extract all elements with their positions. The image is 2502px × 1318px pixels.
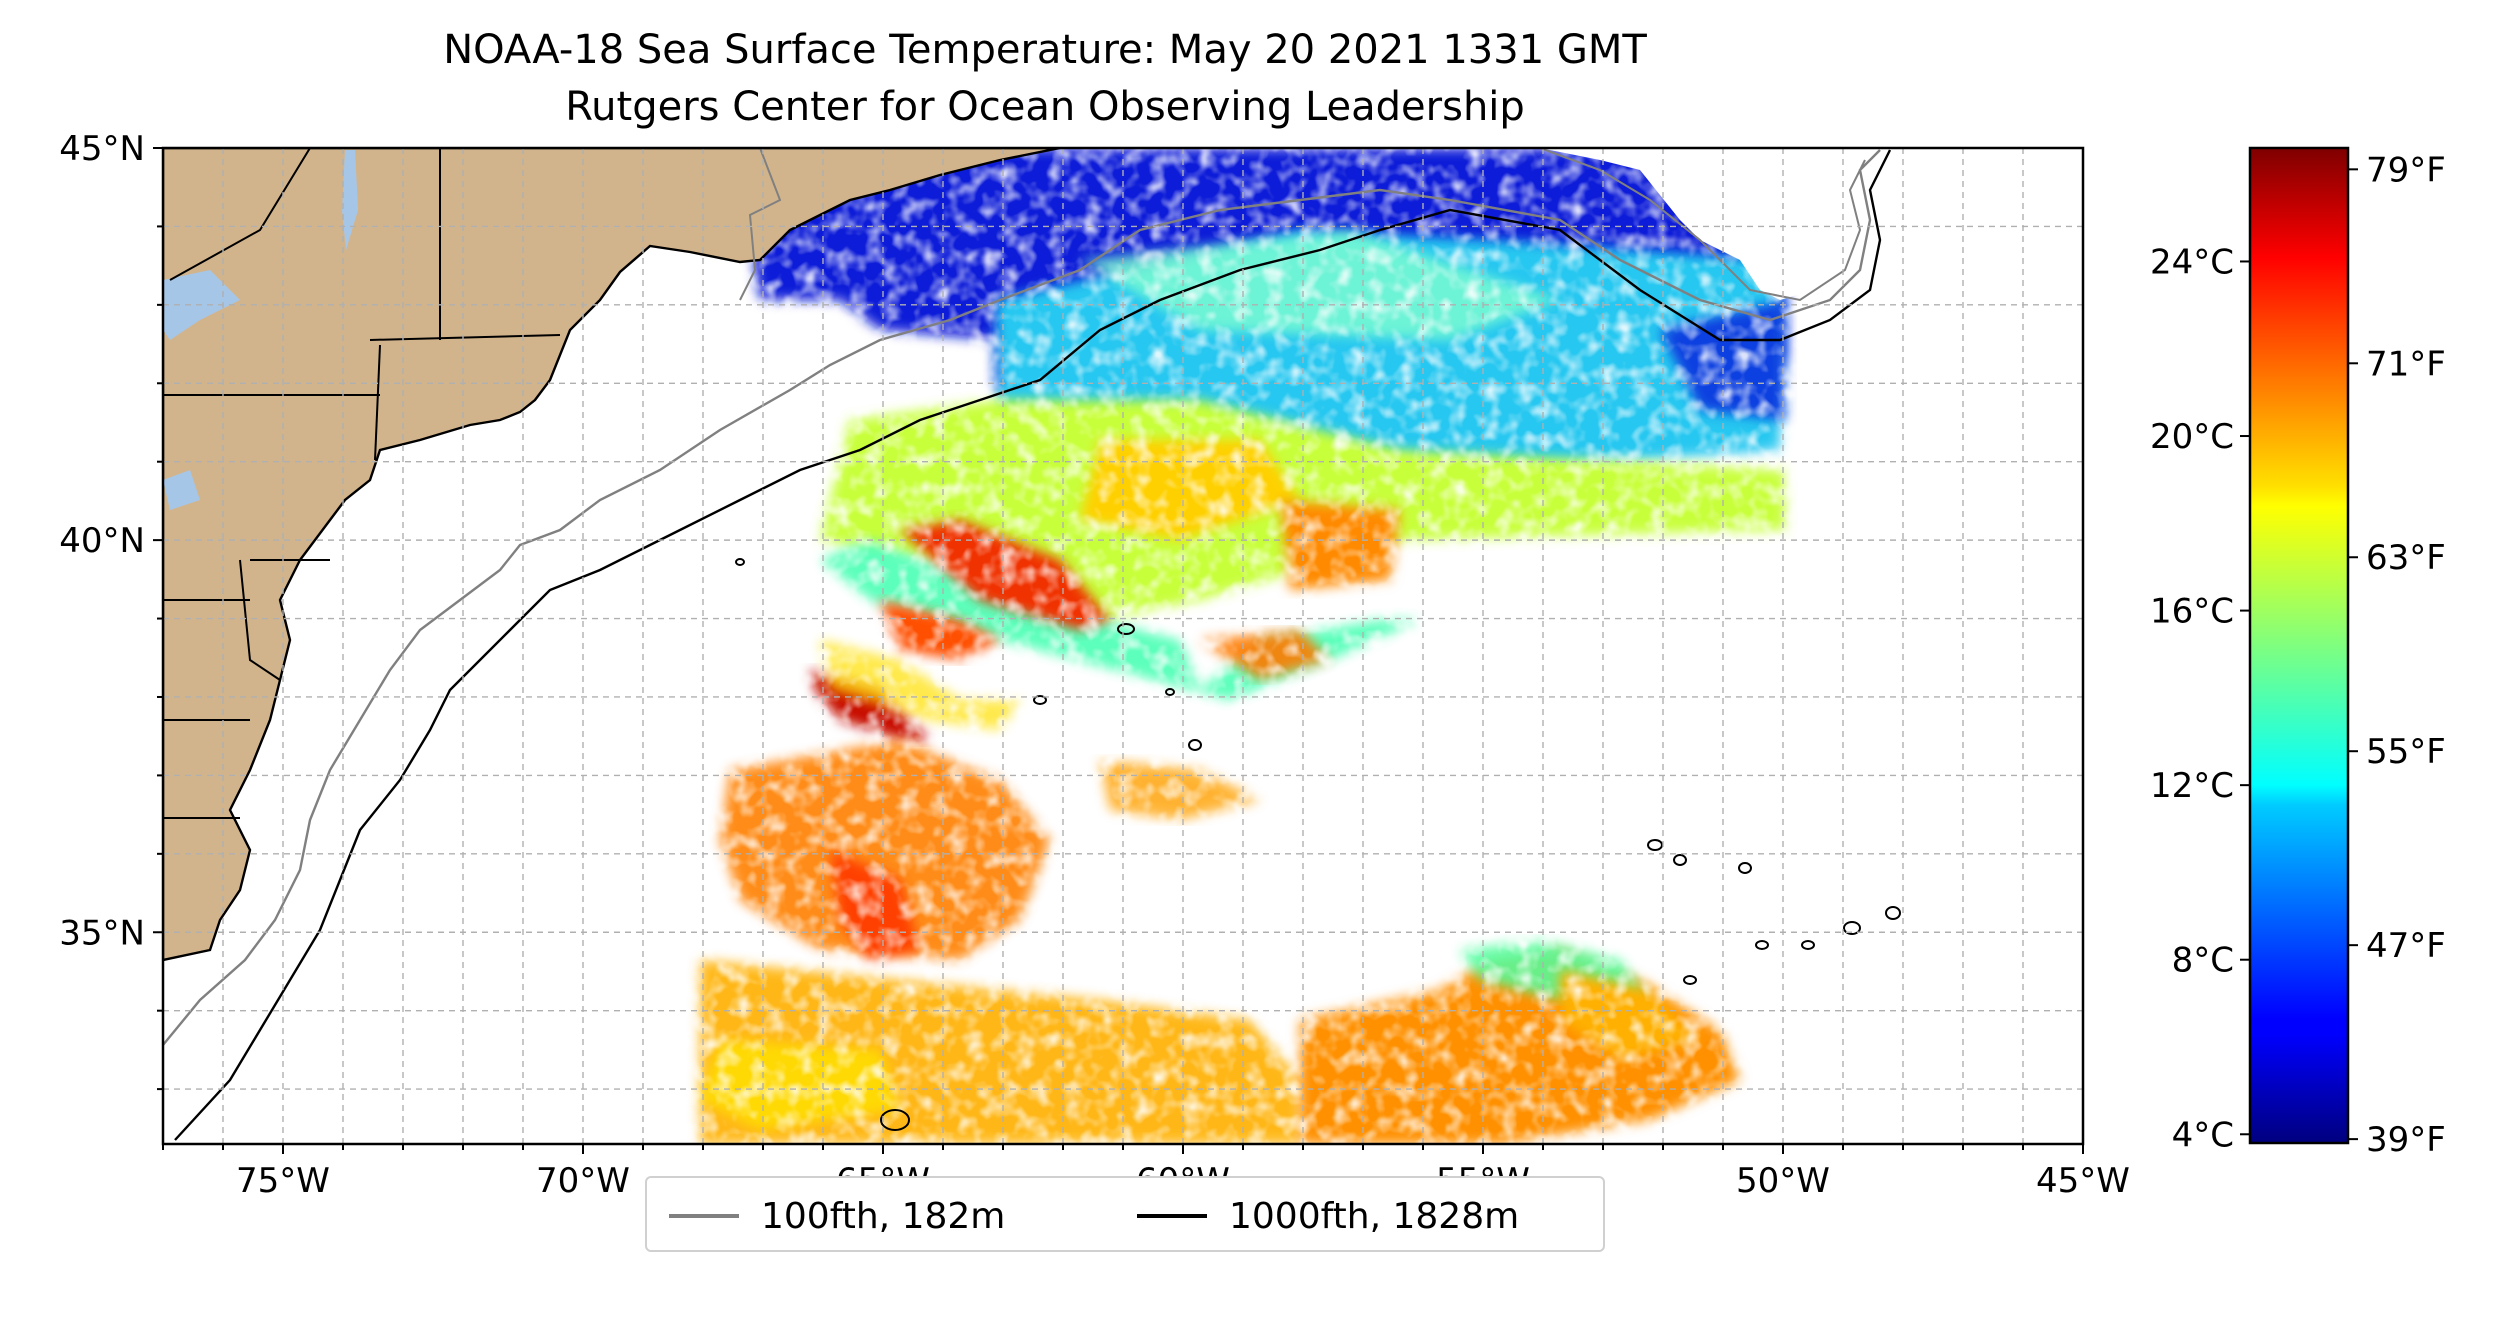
coast-outline-grey bbox=[739, 148, 782, 301]
legend-item-1000fth: 1000fth, 1828m bbox=[1137, 1195, 1520, 1237]
colorbar-celsius-label: 20°C bbox=[2150, 417, 2234, 457]
colorbar-celsius-label: 24°C bbox=[2150, 242, 2234, 282]
legend-line-100fth bbox=[669, 1214, 739, 1218]
nova-scotia-area bbox=[1540, 148, 1862, 300]
colorbar-celsius-label: 8°C bbox=[2172, 941, 2234, 981]
map-area bbox=[163, 148, 2083, 1144]
y-tick-label: 35°N bbox=[59, 913, 145, 953]
land-north-america bbox=[163, 148, 1061, 962]
colorbar-celsius-label: 12°C bbox=[2150, 766, 2234, 806]
state-borders bbox=[163, 148, 561, 819]
colorbar-fahrenheit-label: 55°F bbox=[2366, 732, 2446, 772]
legend-label-100fth: 100fth, 182m bbox=[761, 1195, 1006, 1237]
gridlines bbox=[163, 148, 2083, 1144]
seamount-contours bbox=[735, 558, 1901, 1131]
legend: 100fth, 182m 1000fth, 1828m bbox=[645, 1176, 1605, 1252]
chart-subtitle: Rutgers Center for Ocean Observing Leade… bbox=[565, 84, 1525, 130]
legend-line-1000fth bbox=[1137, 1214, 1207, 1218]
x-tick-label: 45°W bbox=[2036, 1161, 2130, 1201]
coast-outline-nova-scotia bbox=[1539, 148, 1866, 302]
colorbar-fahrenheit-label: 79°F bbox=[2366, 150, 2446, 190]
bathymetry-contours bbox=[163, 149, 1901, 1141]
x-tick-label: 75°W bbox=[236, 1161, 330, 1201]
colorbar-fahrenheit-label: 39°F bbox=[2366, 1120, 2446, 1160]
legend-item-100fth: 100fth, 182m bbox=[669, 1195, 1006, 1237]
legend-label-1000fth: 1000fth, 1828m bbox=[1229, 1195, 1520, 1237]
colorbar-fahrenheit-label: 71°F bbox=[2366, 344, 2446, 384]
colorbar-celsius-label: 4°C bbox=[2172, 1115, 2234, 1155]
contour-100fth bbox=[163, 149, 1881, 1046]
colorbar-fahrenheit-label: 47°F bbox=[2366, 926, 2446, 966]
contour-1000fth bbox=[174, 149, 1892, 1141]
x-tick-label: 50°W bbox=[1736, 1161, 1830, 1201]
x-tick-label: 70°W bbox=[536, 1161, 630, 1201]
colorbar-fahrenheit-label: 63°F bbox=[2366, 538, 2446, 578]
colorbar-ticks: 4°C 8°C 12°C 16°C 20°C 24°C 39°F 47°F 55°F 63°F 71… bbox=[2150, 150, 2446, 1160]
y-tick-label: 45°N bbox=[59, 129, 145, 169]
chart-title: NOAA-18 Sea Surface Temperature: May 20 … bbox=[443, 27, 1647, 73]
colorbar-celsius-label: 16°C bbox=[2150, 592, 2234, 632]
colorbar bbox=[2248, 146, 2350, 1145]
y-tick-label: 40°N bbox=[59, 521, 145, 561]
